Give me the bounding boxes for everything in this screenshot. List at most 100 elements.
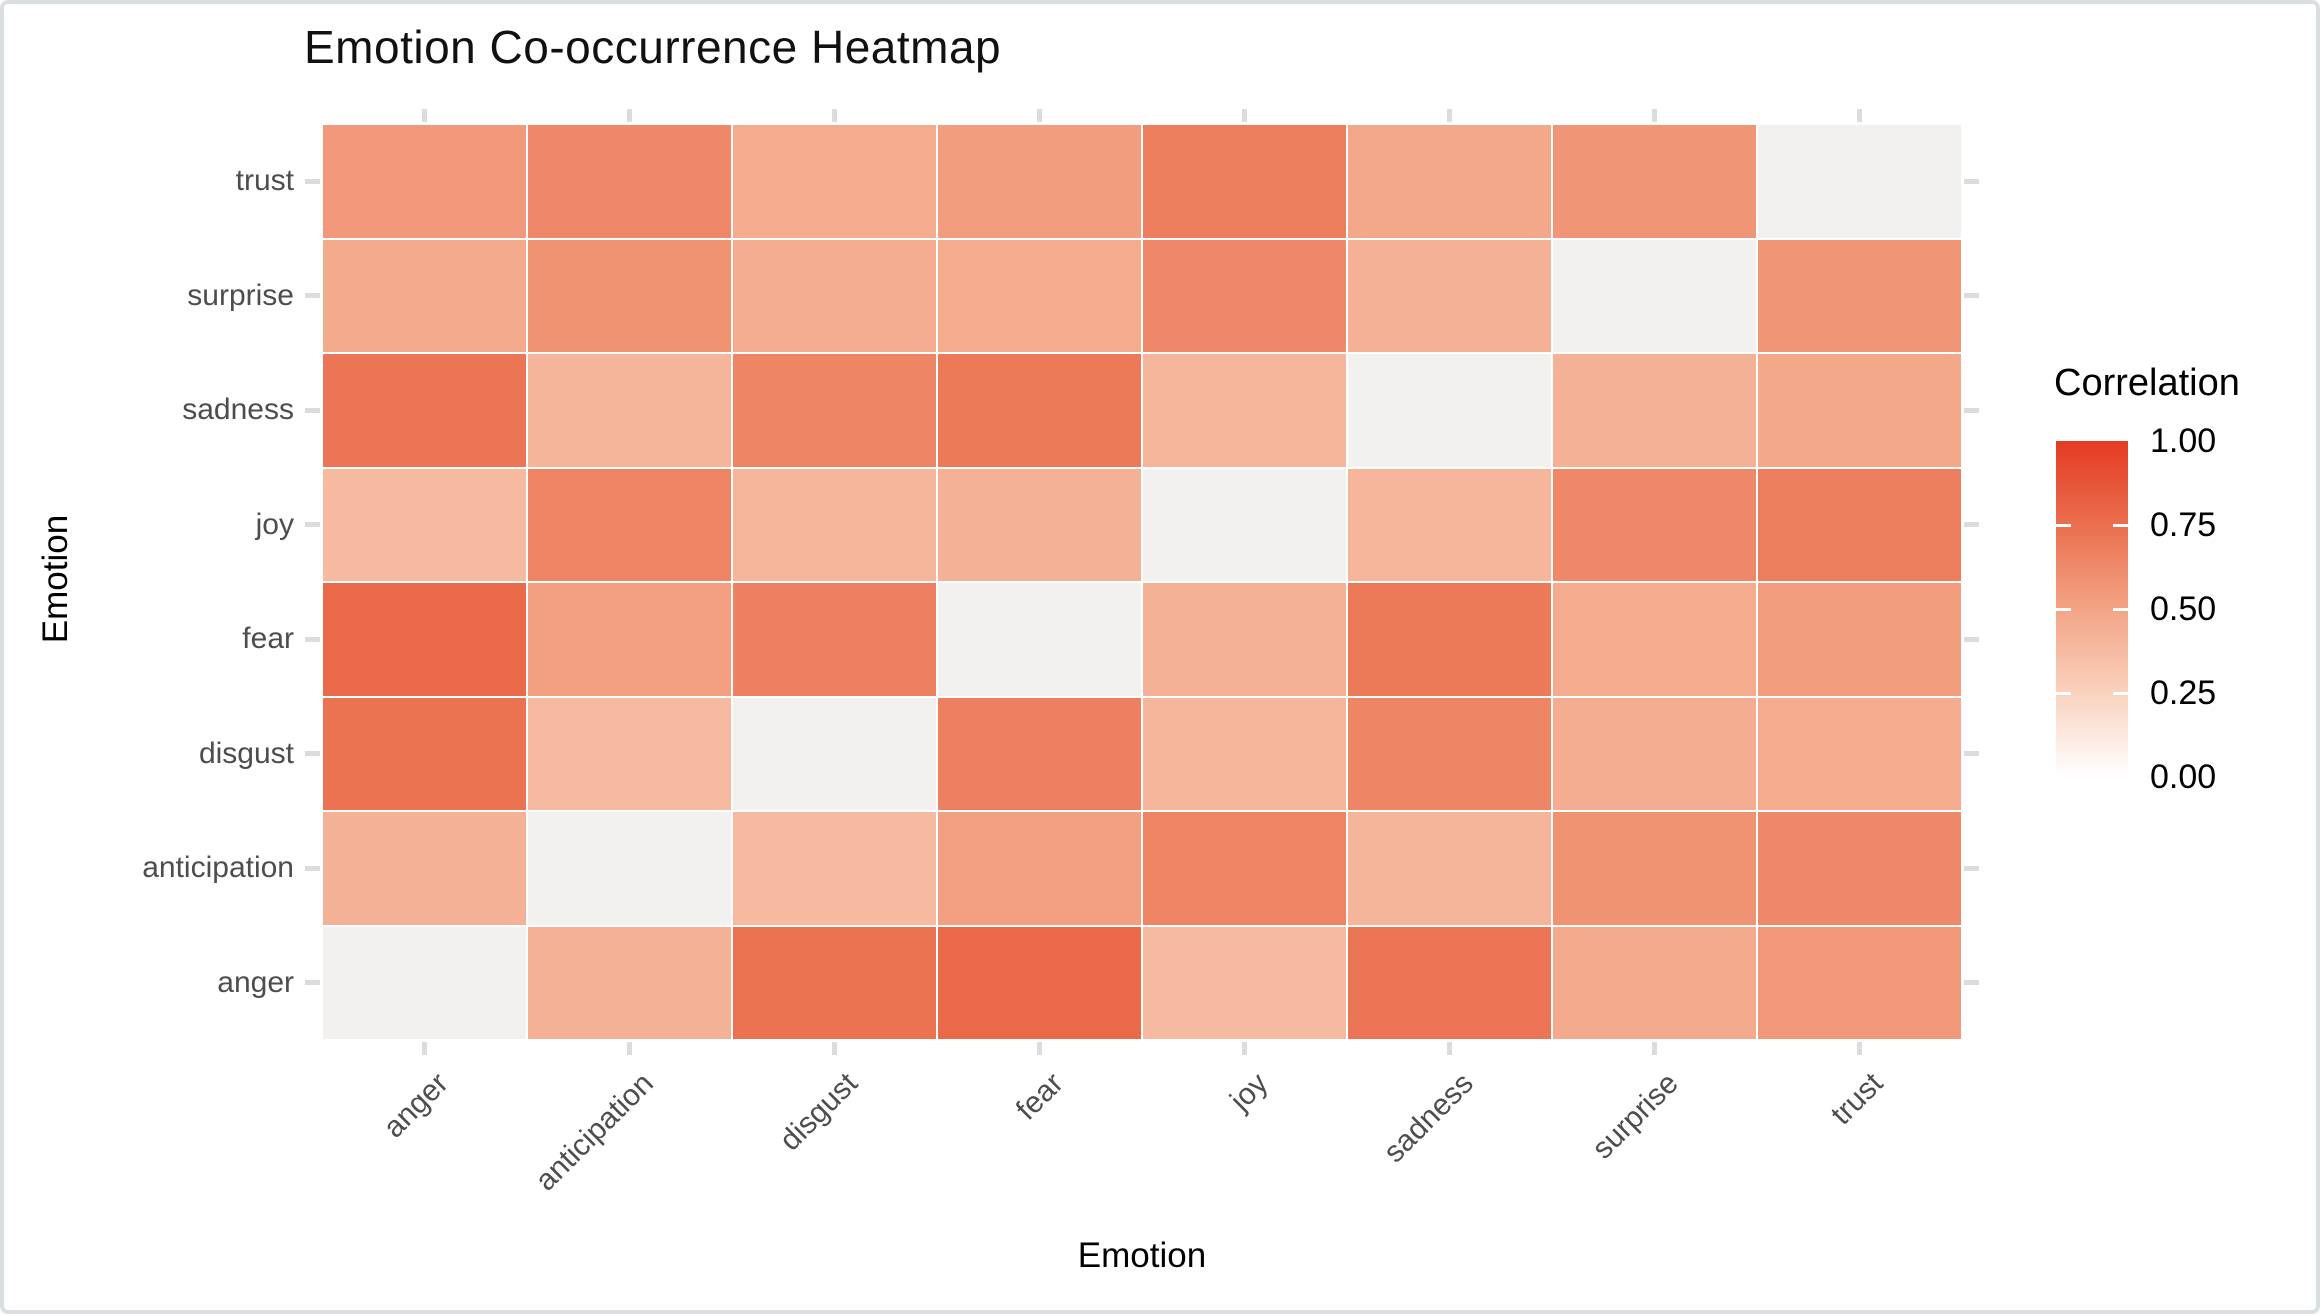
heatmap-cell-fear-trust (1757, 582, 1962, 697)
heatmap-cell-anticipation-joy (1142, 811, 1347, 926)
axis-tick (305, 865, 320, 871)
heatmap-cell-anticipation-sadness (1347, 811, 1552, 926)
axis-tick (305, 636, 320, 642)
heatmap-cell-anger-joy (1142, 925, 1347, 1040)
x-axis-title: Emotion (1077, 1236, 1207, 1275)
y-axis-label-joy: joy (255, 507, 294, 541)
heatmap-cell-disgust-anger (322, 696, 527, 811)
heatmap-cell-disgust-anticipation (527, 696, 732, 811)
legend-tick-label-1.00: 1.00 (2150, 422, 2217, 460)
heatmap-cell-joy-surprise (1552, 467, 1757, 582)
axis-tick (305, 980, 320, 986)
heatmap-cell-anticipation-disgust (732, 811, 937, 926)
heatmap-cell-surprise-trust (1757, 238, 1962, 353)
heatmap-cell-trust-sadness (1347, 124, 1552, 239)
legend-bar-tick (2113, 607, 2128, 611)
axis-tick (1652, 1042, 1657, 1055)
x-axis-label-anticipation: anticipation (528, 1066, 660, 1198)
axis-tick (305, 751, 320, 757)
axis-tick (1037, 1042, 1042, 1055)
x-axis-label-surprise: surprise (1585, 1066, 1685, 1166)
x-axis-label-joy: joy (1224, 1066, 1275, 1118)
y-axis-label-surprise: surprise (187, 278, 294, 312)
heatmap-cell-fear-joy (1142, 582, 1347, 697)
axis-tick (1964, 293, 1979, 299)
heatmap-cell-fear-anger (322, 582, 527, 697)
axis-tick (1964, 178, 1979, 184)
heatmap-cell-surprise-disgust (732, 238, 937, 353)
heatmap-cell-trust-anticipation (527, 124, 732, 239)
legend-tick-label-0.75: 0.75 (2150, 506, 2217, 544)
axis-tick (1964, 980, 1979, 986)
axis-tick (1857, 109, 1862, 122)
heatmap-cell-joy-anticipation (527, 467, 732, 582)
heatmap-cell-disgust-surprise (1552, 696, 1757, 811)
axis-tick (1964, 751, 1979, 757)
heatmap-cell-surprise-anticipation (527, 238, 732, 353)
y-axis-label-trust: trust (235, 164, 294, 198)
axis-tick (627, 109, 632, 122)
axis-tick (832, 1042, 837, 1055)
legend: Correlation 1.00 0.75 0.50 0.25 0.00 (2050, 362, 2316, 832)
heatmap-cell-trust-surprise (1552, 124, 1757, 239)
axis-tick (832, 109, 837, 122)
heatmap-cell-fear-fear (937, 582, 1142, 697)
heatmap-cell-fear-anticipation (527, 582, 732, 697)
heatmap-cell-fear-disgust (732, 582, 937, 697)
x-axis-label-disgust: disgust (773, 1066, 865, 1158)
heatmap-cell-sadness-anticipation (527, 353, 732, 468)
legend-title: Correlation (2054, 362, 2240, 404)
legend-bar-tick (2056, 523, 2071, 527)
legend-tick-label-0.50: 0.50 (2150, 590, 2217, 628)
heatmap-cell-sadness-sadness (1347, 353, 1552, 468)
axis-tick (1964, 865, 1979, 871)
heatmap-cell-joy-disgust (732, 467, 937, 582)
axis-tick (627, 1042, 632, 1055)
legend-tick-label-0.00: 0.00 (2150, 758, 2217, 796)
heatmap-cell-anticipation-anger (322, 811, 527, 926)
heatmap-cell-anger-disgust (732, 925, 937, 1040)
axis-tick (1964, 636, 1979, 642)
heatmap-cell-sadness-anger (322, 353, 527, 468)
axis-tick (1964, 407, 1979, 413)
heatmap-cell-disgust-trust (1757, 696, 1962, 811)
heatmap-cell-anger-fear (937, 925, 1142, 1040)
heatmap-cell-anticipation-fear (937, 811, 1142, 926)
axis-tick (1447, 109, 1452, 122)
axis-tick (305, 178, 320, 184)
heatmap-cell-trust-disgust (732, 124, 937, 239)
y-axis-label-anger: anger (217, 965, 294, 999)
axis-tick (1652, 109, 1657, 122)
heatmap-cell-fear-surprise (1552, 582, 1757, 697)
heatmap-cell-trust-trust (1757, 124, 1962, 239)
heatmap-cell-disgust-joy (1142, 696, 1347, 811)
heatmap-cell-joy-trust (1757, 467, 1962, 582)
heatmap-cell-joy-anger (322, 467, 527, 582)
axis-tick (1447, 1042, 1452, 1055)
x-axis-label-trust: trust (1824, 1066, 1890, 1132)
heatmap-cell-sadness-trust (1757, 353, 1962, 468)
heatmap-cell-surprise-anger (322, 238, 527, 353)
heatmap-cell-joy-sadness (1347, 467, 1552, 582)
x-axis-label-sadness: sadness (1377, 1066, 1480, 1170)
axis-tick (1242, 109, 1247, 122)
axis-tick (422, 109, 427, 122)
heatmap-cell-disgust-disgust (732, 696, 937, 811)
heatmap-cell-trust-joy (1142, 124, 1347, 239)
heatmap-cell-sadness-fear (937, 353, 1142, 468)
axis-tick (305, 293, 320, 299)
heatmap-cell-anger-anticipation (527, 925, 732, 1040)
heatmap-cell-sadness-surprise (1552, 353, 1757, 468)
heatmap-cell-anger-trust (1757, 925, 1962, 1040)
axis-tick (1242, 1042, 1247, 1055)
heatmap-cell-joy-fear (937, 467, 1142, 582)
heatmap-cell-anticipation-trust (1757, 811, 1962, 926)
legend-bar-tick (2056, 691, 2071, 695)
y-axis-label-anticipation: anticipation (142, 851, 294, 885)
x-axis-label-anger: anger (376, 1066, 455, 1145)
heatmap-cell-sadness-disgust (732, 353, 937, 468)
heatmap-cell-surprise-fear (937, 238, 1142, 353)
heatmap-cell-trust-anger (322, 124, 527, 239)
legend-tick-label-0.25: 0.25 (2150, 674, 2217, 712)
